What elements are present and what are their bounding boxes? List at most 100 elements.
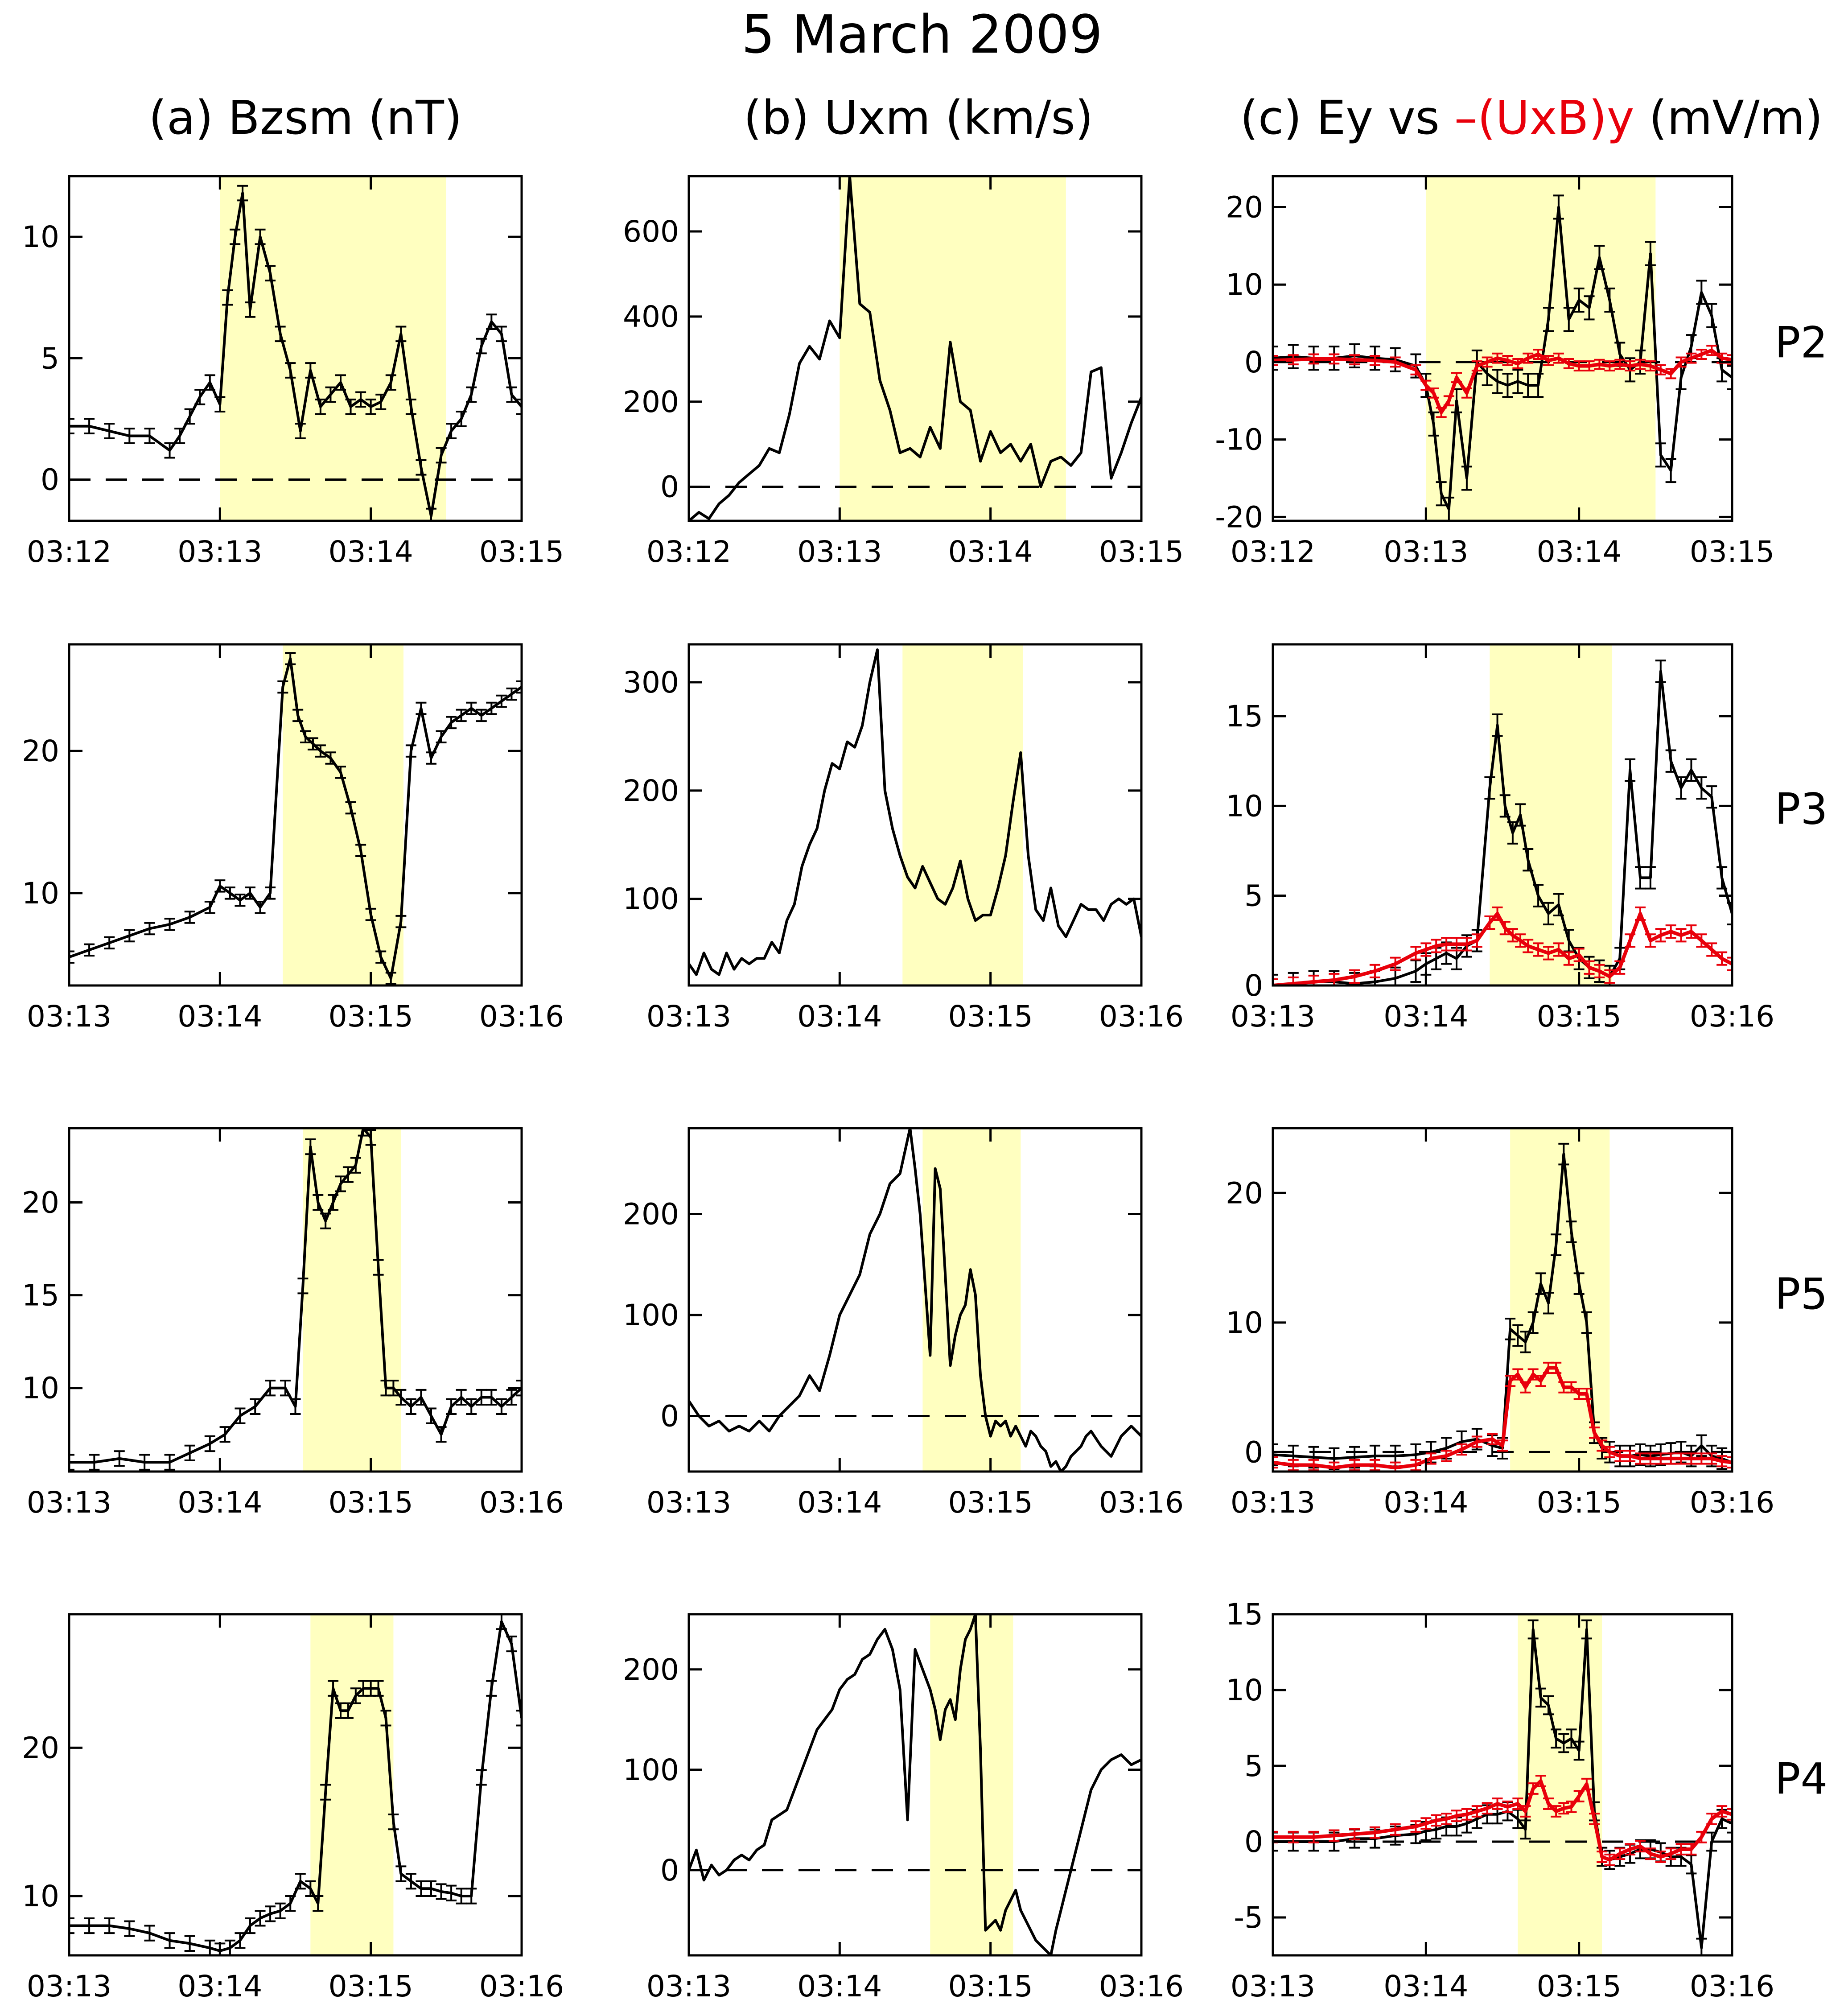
- p2-ey-ytick-label: 20: [1226, 190, 1263, 224]
- p5-bz-frame: [68, 1127, 523, 1473]
- p3-ey-red-series-errorbar: [1499, 921, 1511, 936]
- p2-ey-red-series-errorbar: [1288, 354, 1299, 366]
- p3-ey-black-series-errorbar: [1507, 821, 1518, 845]
- p5-ux-panel: 0 100 200 03:13 03:14 03:15 03:16: [623, 1127, 1184, 1520]
- p4-ey-black-series-errorbar: [1696, 1938, 1707, 1955]
- p2-ey-black-series-errorbar: [1502, 372, 1513, 398]
- p2-bz-black-series-errorbar: [385, 374, 396, 391]
- p2-bz-plot-area: [69, 185, 522, 521]
- p5-ey-red-series-errorbar: [1273, 1456, 1278, 1469]
- p5-bz-black-series-errorbar: [466, 1398, 477, 1415]
- p5-ey-red-series-errorbar: [1308, 1459, 1319, 1472]
- p4-ey-black-series-errorbar: [1558, 1733, 1569, 1753]
- p3-ey-red-series-errorbar: [1523, 939, 1534, 953]
- p5-bz-black-series-errorbar: [204, 1435, 215, 1452]
- p4-ux-ytick-label: 0: [660, 1853, 679, 1888]
- p3-ey-black-series-errorbar: [1553, 893, 1564, 916]
- p5-bz-black-series-errorbar: [405, 1398, 416, 1415]
- p4-ey-red-series-errorbar: [1625, 1843, 1636, 1855]
- p5-ey-ytick-label: 10: [1226, 1306, 1263, 1340]
- p5-ey-black-series-errorbar: [1273, 1443, 1278, 1466]
- probe-label-p3: P3: [1775, 784, 1828, 834]
- p4-bz-black-series-errorbar: [516, 1710, 522, 1727]
- p5-ey-black-series-errorbar: [1566, 1220, 1577, 1243]
- p3-bz-black-series-errorbar: [277, 680, 288, 694]
- p5-ey-red-series-errorbar: [1288, 1459, 1299, 1472]
- p3-ux-ytick-label: 100: [623, 882, 679, 916]
- p3-bz-black-series-errorbar: [456, 709, 467, 722]
- p4-bz-black-series-errorbar: [380, 1710, 391, 1727]
- p4-bz-plot-area: [69, 1614, 522, 1955]
- p4-ey-black-series-errorbar: [1520, 1819, 1531, 1840]
- p2-ey-ytick-label: 10: [1226, 268, 1263, 302]
- p4-ey-red-series-errorbar: [1686, 1843, 1697, 1855]
- p4-bz-black-series: [69, 1620, 522, 1952]
- p4-ey-red-series-errorbar: [1482, 1802, 1493, 1815]
- p5-ey-red-series-errorbar: [1471, 1435, 1482, 1448]
- p2-bz-black-series-errorbar: [214, 396, 226, 413]
- p4-ux-ytick-label: 200: [623, 1653, 679, 1687]
- p3-ey-red-series-errorbar: [1553, 942, 1564, 957]
- p2-bz-black-series-errorbar: [496, 326, 507, 342]
- p3-ey-red-series-errorbar: [1484, 915, 1495, 930]
- p2-bz-xtick-label: 03:15: [479, 535, 564, 569]
- p4-ey-red-series-errorbar: [1512, 1797, 1523, 1810]
- p4-ux-ytick-label: 100: [623, 1753, 679, 1787]
- p3-bz-black-series-errorbar: [436, 730, 447, 743]
- p5-bz-plot-area: [69, 1128, 522, 1471]
- p2-ey-black-series-errorbar: [1492, 369, 1503, 394]
- p5-bz-shade: [303, 1128, 401, 1472]
- p4-bz-black-series-errorbar: [436, 1883, 447, 1900]
- p4-bz-black-series-errorbar: [224, 1939, 235, 1955]
- p3-ey-black-series-errorbar: [1484, 776, 1495, 800]
- p4-ey-red-series-errorbar: [1558, 1802, 1569, 1815]
- p2-ey-black-series-errorbar: [1645, 241, 1656, 266]
- p2-bz-ytick-label: 5: [41, 341, 59, 375]
- p5-bz-black-series-errorbar: [313, 1194, 324, 1211]
- p5-ux-ytick-label: 100: [623, 1298, 679, 1332]
- p4-ux-xtick-label: 03:15: [948, 1969, 1033, 2004]
- p2-ey-red-series-errorbar: [1308, 353, 1319, 365]
- p2-ey-black-series-errorbar: [1543, 307, 1554, 332]
- p4-ey-red-series-errorbar: [1551, 1805, 1562, 1818]
- p4-bz-black-series-errorbar: [69, 1917, 74, 1934]
- p2-ey-black-series-errorbar: [1553, 194, 1564, 220]
- p2-bz-black-series-errorbar: [285, 362, 296, 379]
- p4-ey-red-series-errorbar: [1420, 1817, 1432, 1830]
- p3-ey-black-series-errorbar: [1675, 776, 1687, 800]
- p4-bz-black-series-errorbar: [235, 1932, 246, 1949]
- p3-ey-red-series-errorbar: [1675, 928, 1687, 943]
- p5-bz-black-series-errorbar: [416, 1389, 427, 1406]
- p2-bz-black-series-errorbar: [516, 398, 522, 415]
- p2-ey-black-series-errorbar: [1533, 372, 1544, 398]
- p4-ey-xtick-label: 03:15: [1537, 1969, 1622, 2004]
- p4-ey-black-series-errorbar: [1686, 1854, 1697, 1875]
- p5-bz-black-series-errorbar: [297, 1278, 309, 1295]
- p4-ey-red-series-errorbar: [1471, 1805, 1482, 1818]
- p3-ey-red-series-errorbar: [1507, 928, 1518, 943]
- p5-bz-black-series-errorbar: [506, 1389, 517, 1406]
- p3-ey-red-series-errorbar: [1390, 956, 1401, 971]
- p2-bz-black-series-errorbar: [245, 301, 255, 318]
- p3-bz-black-series-errorbar: [300, 730, 311, 743]
- p4-ey-red-series-errorbar: [1635, 1840, 1646, 1853]
- p5-ey-plot-area: [1273, 1142, 1732, 1472]
- p2-ey-red-series-errorbar: [1625, 360, 1636, 372]
- p4-ux-black-series: [689, 1614, 1141, 1955]
- p4-ux-xtick-label: 03:13: [646, 1969, 731, 2004]
- p4-ey-ytick-label: 5: [1244, 1749, 1263, 1783]
- p4-bz-black-series-errorbar: [486, 1680, 497, 1697]
- p3-bz-black-series-errorbar: [496, 694, 507, 708]
- p2-ey-black-series-errorbar: [1523, 372, 1534, 398]
- p5-ey-red-series-errorbar: [1410, 1459, 1421, 1472]
- p2-ey-red-series-errorbar: [1523, 352, 1534, 364]
- p5-ey-red-series-errorbar: [1535, 1374, 1546, 1387]
- p2-bz-shade: [220, 176, 446, 521]
- p2-bz-black-series-errorbar: [124, 428, 135, 444]
- p2-bz-black-series-errorbar: [395, 326, 407, 342]
- p5-bz-black-series-errorbar: [290, 1398, 301, 1415]
- p3-bz-panel: 10 20 03:13 03:14 03:15 03:16: [22, 643, 564, 1034]
- p2-bz-black-series-errorbar: [436, 447, 447, 464]
- p3-ey-black-series-errorbar: [1563, 929, 1574, 952]
